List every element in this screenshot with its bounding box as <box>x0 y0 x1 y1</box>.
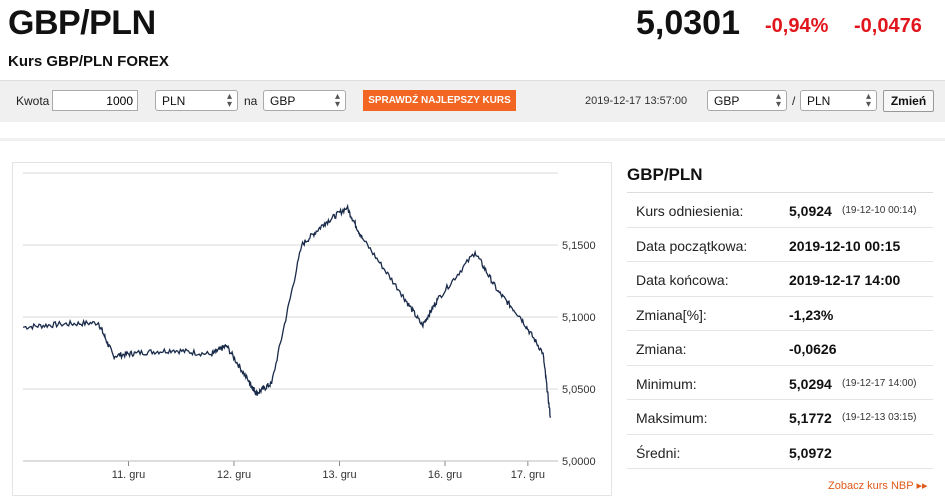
stats-timestamp: (19-12-10 00:14) <box>842 205 917 216</box>
stats-label: Zmiana: <box>636 341 687 357</box>
select-arrows-icon: ▴ ▾ <box>334 91 340 110</box>
stats-row: Zmiana[%]: -1,23% <box>627 297 933 331</box>
select-arrows-icon: ▴ ▾ <box>775 91 781 110</box>
change-pair-button[interactable]: Zmień <box>883 90 934 112</box>
stats-row: Data początkowa: 2019-12-10 00:15 <box>627 228 933 262</box>
stats-row: Maksimum: 5,1772 (19-12-13 03:15) <box>627 400 933 435</box>
stats-row: Data końcowa: 2019-12-17 14:00 <box>627 262 933 297</box>
stats-value: 2019-12-17 14:00 <box>789 272 901 288</box>
stats-row: Zmiana: -0,0626 <box>627 331 933 366</box>
current-price: 5,0301 <box>636 4 740 42</box>
stats-value: -0,0626 <box>789 341 837 357</box>
stats-timestamp: (19-12-13 03:15) <box>842 412 917 423</box>
y-tick-label: 5,0500 <box>562 384 596 396</box>
y-tick-label: 5,1000 <box>562 312 596 324</box>
price-chart-svg: 5,1500 5,1000 5,0500 5,0000 11. gru 12. gru 13… <box>22 172 596 481</box>
stats-label: Kurs odniesienia: <box>636 203 744 219</box>
converter-toolbar: Kwota PLN ▴▾ na GBP ▴▾ GBP ▴▾ / PLN ▴▾ <box>0 80 945 122</box>
quote-subtitle: Kurs GBP/PLN FOREX <box>8 53 169 70</box>
x-tick-label: 11. gru <box>112 469 145 481</box>
stats-title: GBP/PLN <box>627 160 933 193</box>
pair-base-value: GBP <box>714 94 740 108</box>
price-line <box>22 203 552 419</box>
stats-timestamp: (19-12-17 14:00) <box>842 377 917 389</box>
to-currency-select[interactable]: GBP ▴ ▾ <box>263 90 346 111</box>
stats-label: Minimum: <box>636 375 697 392</box>
x-tick-label: 17. gru <box>511 469 545 481</box>
select-arrows-icon: ▴ ▾ <box>226 91 232 110</box>
pair-separator: / <box>792 94 796 108</box>
stats-label: Data końcowa: <box>636 272 729 288</box>
stats-row: Średni: 5,0972 <box>627 435 933 469</box>
pair-base-select[interactable]: GBP ▴ ▾ <box>707 90 787 111</box>
stats-row: Minimum: 5,0294 (19-12-17 14:00) <box>627 366 933 400</box>
stats-label: Maksimum: <box>636 410 708 426</box>
best-rate-button[interactable]: SPRAWDŹ NAJLEPSZY KURS <box>363 90 516 111</box>
to-currency-value: GBP <box>270 94 296 108</box>
stats-value: 5,1772 <box>789 410 832 426</box>
stats-value: -1,23% <box>789 306 834 323</box>
stats-label: Zmiana[%]: <box>636 306 707 323</box>
stats-label: Średni: <box>636 444 681 461</box>
y-tick-label: 5,1500 <box>562 240 596 252</box>
x-tick-label: 13. gru <box>322 469 356 481</box>
nbp-rate-link[interactable]: Zobacz kurs NBP ▸▸ <box>828 480 928 492</box>
pair-quote-value: PLN <box>807 94 831 108</box>
stats-value: 5,0972 <box>789 444 832 461</box>
na-label: na <box>244 94 258 108</box>
stats-row: Kurs odniesienia: 5,0924 (19-12-10 00:14) <box>627 193 933 228</box>
quote-timestamp: 2019-12-17 13:57:00 <box>585 95 688 107</box>
x-tick-label: 16. gru <box>428 469 462 481</box>
quote-header: GBP/PLN Kurs GBP/PLN FOREX 5,0301 -0,94%… <box>0 0 945 80</box>
from-currency-select[interactable]: PLN ▴ ▾ <box>155 90 238 111</box>
stats-value: 5,0294 <box>789 375 832 392</box>
stats-table: GBP/PLN Kurs odniesienia: 5,0924 (19-12-10… <box>627 160 933 469</box>
content-panel <box>0 138 945 496</box>
change-percent: -0,94% <box>765 15 829 37</box>
stats-value: 5,0924 <box>789 203 832 219</box>
amount-input[interactable] <box>52 90 138 111</box>
x-tick-label: 12. gru <box>217 469 251 481</box>
stats-label: Data początkowa: <box>636 237 748 254</box>
amount-label: Kwota <box>16 94 50 108</box>
change-absolute: -0,0476 <box>854 15 922 37</box>
pair-title: GBP/PLN <box>8 4 156 42</box>
select-arrows-icon: ▴ ▾ <box>865 91 871 110</box>
stats-value: 2019-12-10 00:15 <box>789 237 901 254</box>
price-chart: 5,1500 5,1000 5,0500 5,0000 11. gru 12. gru 13… <box>12 162 612 496</box>
pair-quote-select[interactable]: PLN ▴ ▾ <box>800 90 877 111</box>
y-tick-label: 5,0000 <box>562 456 596 468</box>
from-currency-value: PLN <box>162 94 186 108</box>
